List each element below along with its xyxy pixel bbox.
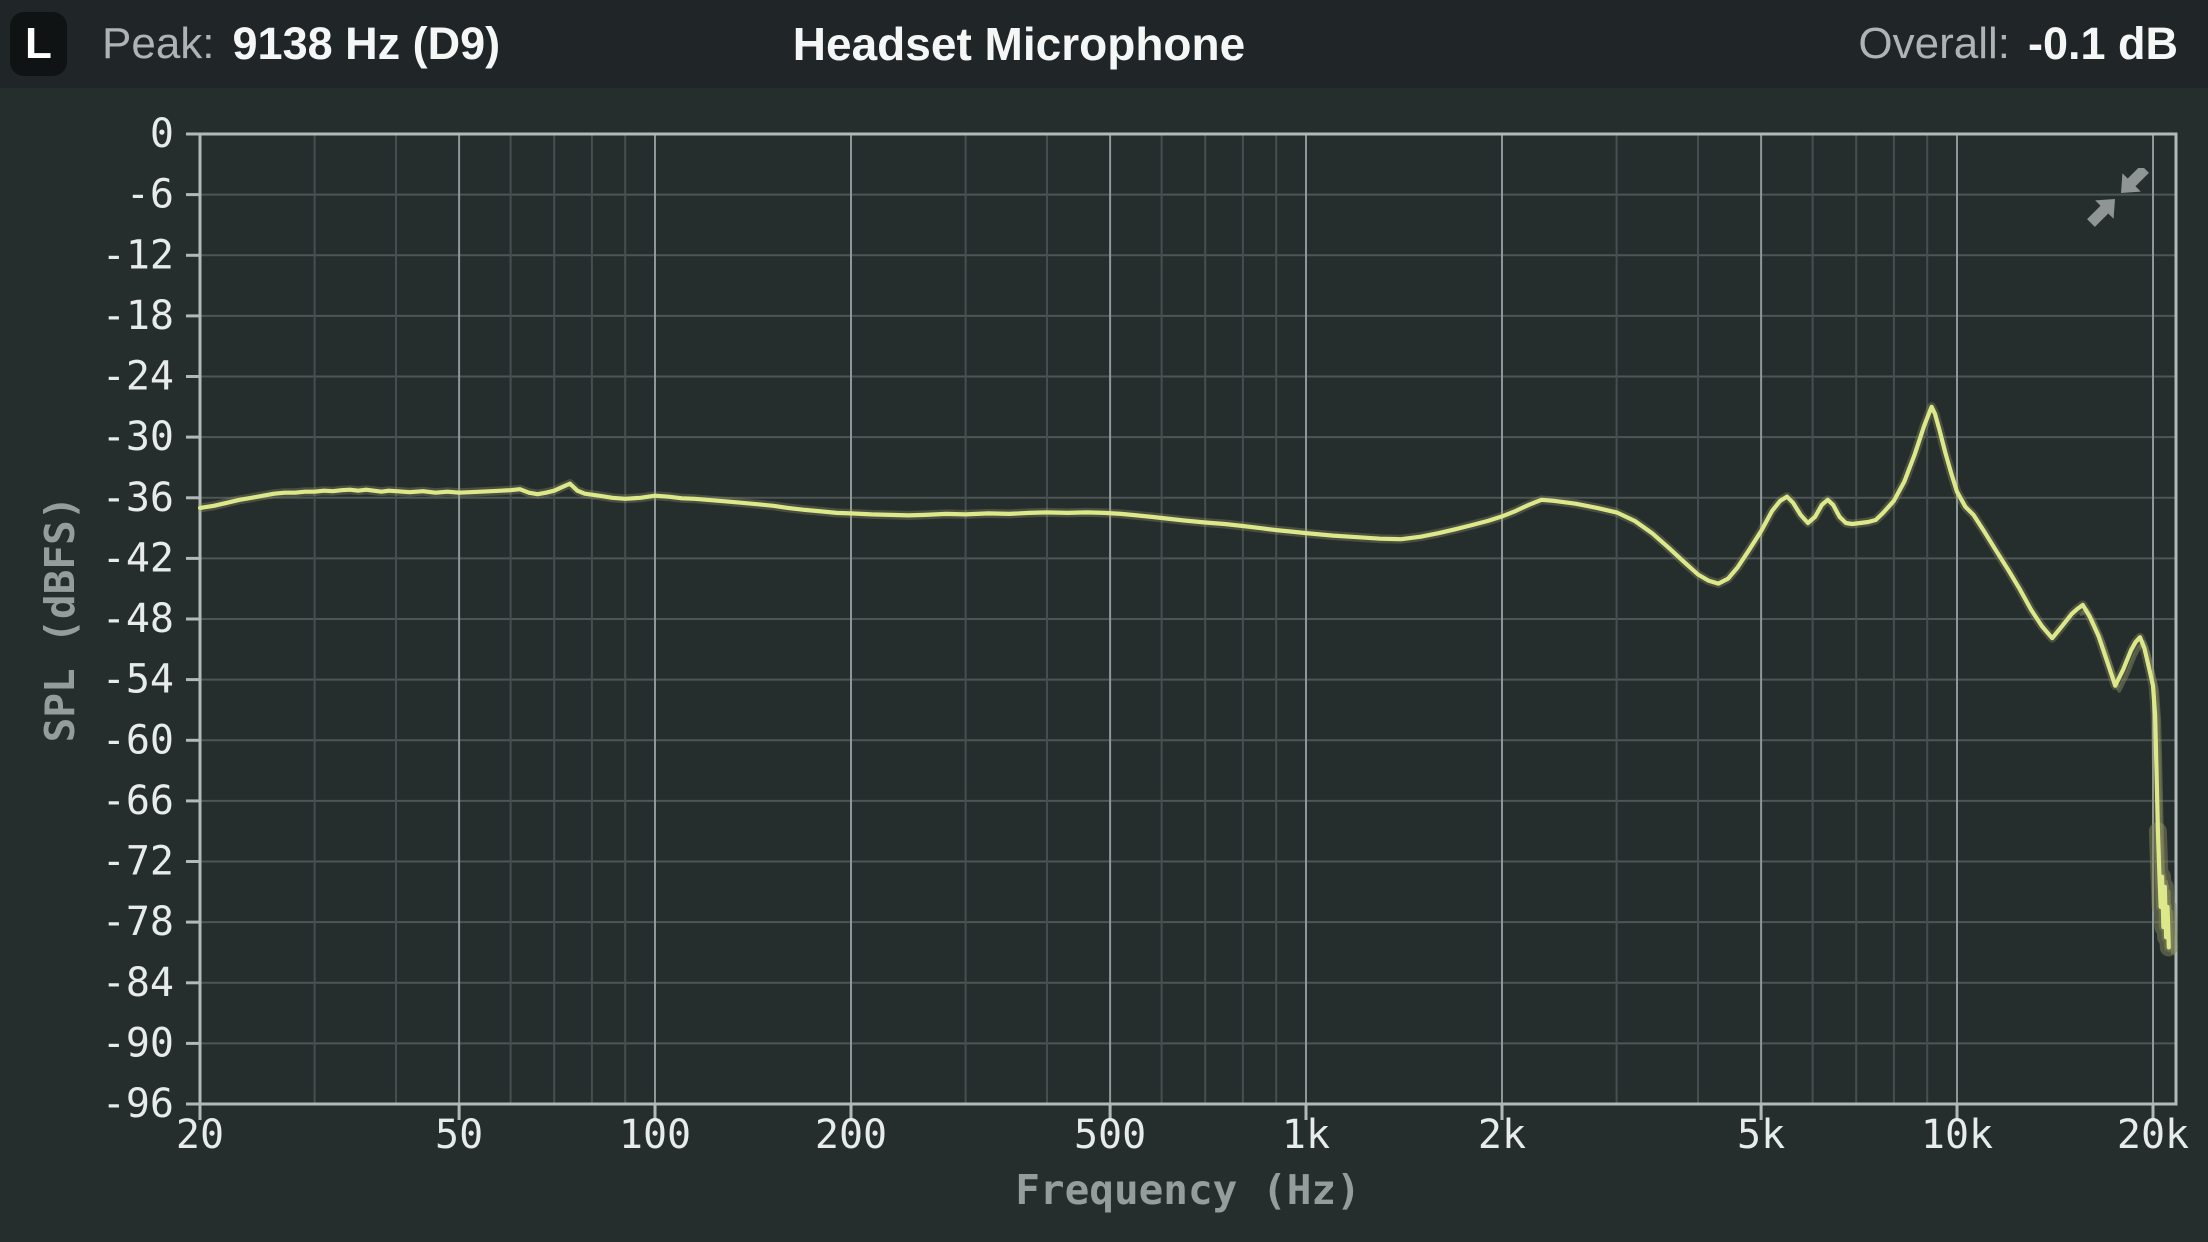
collapse-icon[interactable]: [2086, 168, 2150, 232]
overall-readout: Overall: -0.1 dB: [1858, 0, 2178, 88]
y-axis-title: SPL (dBFS): [36, 496, 84, 743]
horizontal-gridlines: [200, 193, 2176, 1045]
y-tick-label: -6: [126, 172, 174, 218]
x-tick-label: 20k: [2117, 1112, 2189, 1158]
y-tick-label: -72: [102, 839, 174, 885]
chart-title: Headset Microphone: [792, 18, 1246, 70]
y-tick-label: -24: [102, 354, 174, 400]
y-tick-label: -54: [102, 657, 174, 703]
overall-label: Overall:: [1858, 19, 2010, 68]
collapse-arrow-upper-right: [2121, 168, 2149, 193]
x-tick-label: 20: [176, 1112, 224, 1158]
status-bar: L Peak: 9138 Hz (D9) Headset Microphone …: [0, 0, 2208, 88]
y-tick-label: -66: [102, 778, 174, 824]
peak-label: Peak:: [102, 19, 215, 68]
y-tick-label: -42: [102, 535, 174, 581]
y-tick-label: -90: [102, 1020, 174, 1066]
y-tick-label: -36: [102, 475, 174, 521]
y-tick-label: 0: [150, 111, 174, 157]
trace-glow: [198, 402, 2174, 952]
spectrum-trace: [198, 402, 2178, 957]
overall-value: -0.1 dB: [2027, 18, 2178, 69]
x-tick-label: 50: [435, 1112, 483, 1158]
trace-line: [198, 404, 2171, 950]
spectrum-plot[interactable]: 0 -6 -12 -18 -24 -30 -36 -42 -48 -54 -60 -66 -72 -78 -…: [0, 88, 2208, 1242]
x-tick-label: 200: [815, 1112, 887, 1158]
x-tick-label: 5k: [1737, 1112, 1785, 1158]
y-tick-label: -78: [102, 899, 174, 945]
channel-badge[interactable]: L: [10, 12, 67, 76]
x-tick-label: 100: [619, 1112, 691, 1158]
x-tick-labels: 20 50 100 200 500 1k 2k 5k 10k 20k: [176, 1112, 2189, 1158]
x-tick-label: 1k: [1282, 1112, 1330, 1158]
y-tick-label: -84: [102, 960, 174, 1006]
y-tick-labels: 0 -6 -12 -18 -24 -30 -36 -42 -48 -54 -60 -66 -72 -78 -…: [102, 111, 174, 1127]
y-tick-label: -30: [102, 414, 174, 460]
y-tick-label: -48: [102, 596, 174, 642]
tick-marks: [186, 132, 2155, 1120]
x-tick-label: 500: [1074, 1112, 1146, 1158]
collapse-arrow-lower-left: [2087, 199, 2115, 227]
x-tick-label: 10k: [1921, 1112, 1993, 1158]
x-tick-label: 2k: [1478, 1112, 1526, 1158]
major-frequency-gridlines: [458, 134, 2154, 1104]
peak-readout: Peak: 9138 Hz (D9): [102, 0, 500, 88]
peak-value: 9138 Hz (D9): [232, 18, 501, 69]
y-tick-label: -18: [102, 293, 174, 339]
minor-frequency-gridlines: [313, 134, 1929, 1104]
y-tick-label: -60: [102, 717, 174, 763]
y-tick-label: -96: [102, 1081, 174, 1127]
y-tick-label: -12: [102, 232, 174, 278]
x-axis-title: Frequency (Hz): [1015, 1166, 1361, 1214]
